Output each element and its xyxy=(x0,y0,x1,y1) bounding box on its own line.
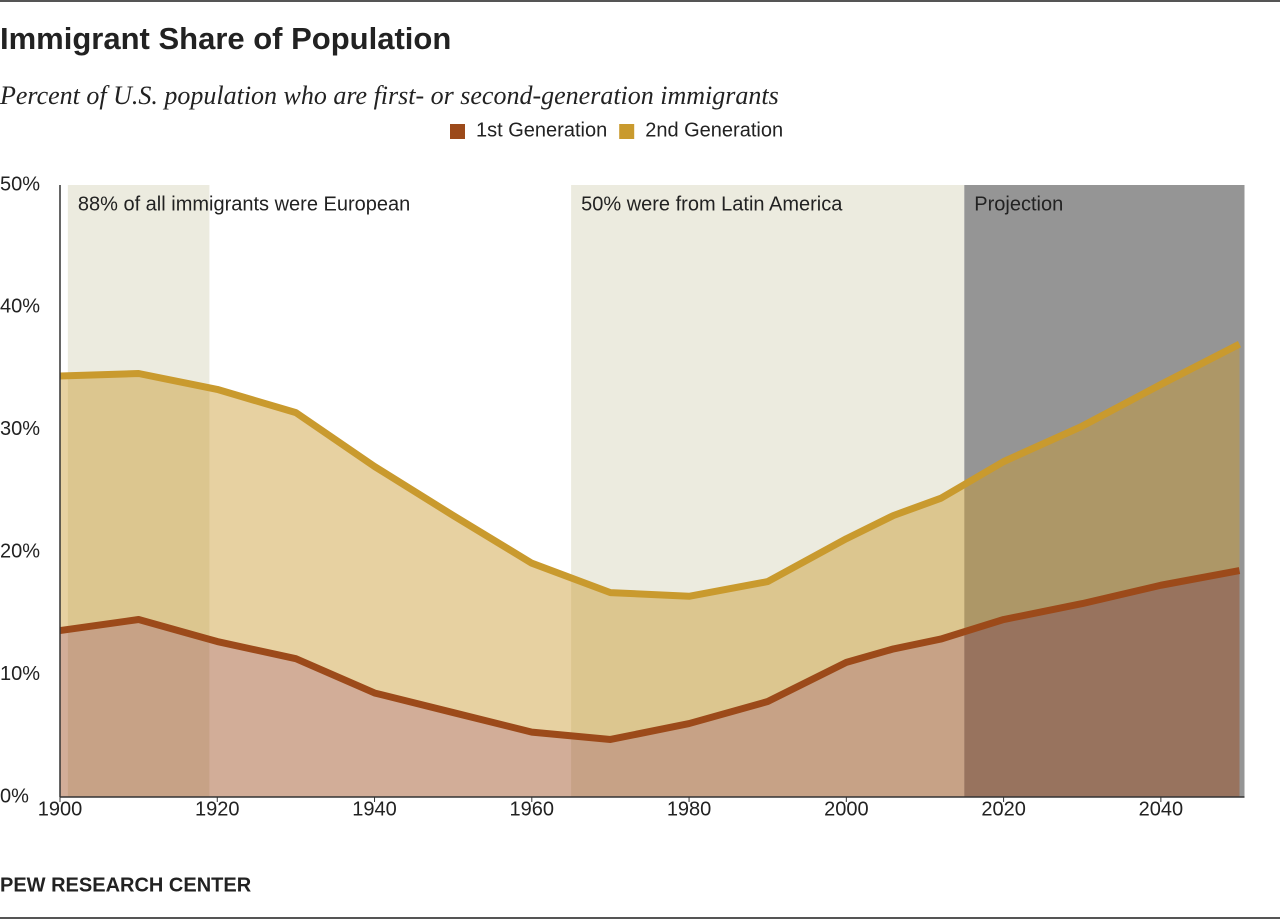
chart-title: Immigrant Share of Population xyxy=(0,21,451,56)
line xyxy=(59,567,1241,743)
x-tick-label: 1960 xyxy=(510,798,555,820)
x-tick-label: 2000 xyxy=(824,798,869,820)
area xyxy=(60,570,1240,797)
x-tick-label: 1980 xyxy=(667,798,712,820)
period-label: Projection xyxy=(974,193,1063,215)
x-tick-label: 1940 xyxy=(352,798,397,820)
legend-label: 2nd Generation xyxy=(645,119,783,141)
area xyxy=(60,344,1240,740)
x-tick-label: 1920 xyxy=(195,798,240,820)
y-tick-label: 10% xyxy=(0,663,40,685)
shaded-period xyxy=(67,185,210,797)
source: PEW RESEARCH CENTER xyxy=(0,874,252,896)
shaded-period xyxy=(571,185,965,797)
x-tick-label: 2040 xyxy=(1139,798,1184,820)
y-tick-label: 20% xyxy=(0,540,40,562)
legend-swatch xyxy=(450,124,465,139)
line xyxy=(59,341,1242,600)
x-tick-label: 1900 xyxy=(38,798,83,820)
y-tick-label: 40% xyxy=(0,296,40,318)
legend-swatch xyxy=(619,124,635,139)
y-tick-label: 50% xyxy=(0,173,40,195)
period-label: 88% of all immigrants were European xyxy=(78,193,410,215)
y-tick-label: 0% xyxy=(0,785,29,807)
chart-subtitle: Percent of U.S. population who are first… xyxy=(0,81,779,110)
legend-label: 1st Generation xyxy=(476,119,607,141)
y-tick-label: 30% xyxy=(0,418,40,440)
x-tick-label: 2020 xyxy=(981,798,1026,820)
shaded-period xyxy=(964,185,1245,797)
period-label: 50% were from Latin America xyxy=(581,193,843,215)
